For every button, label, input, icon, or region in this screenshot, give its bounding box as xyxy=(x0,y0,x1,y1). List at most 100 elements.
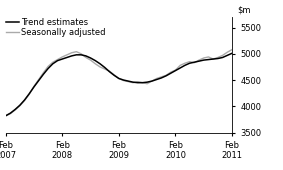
Legend: Trend estimates, Seasonally adjusted: Trend estimates, Seasonally adjusted xyxy=(7,18,106,37)
Seasonally adjusted xyxy=(179,64,182,66)
Line: Seasonally adjusted: Seasonally adjusted xyxy=(6,50,232,116)
Seasonally adjusted xyxy=(13,109,17,111)
Trend estimates xyxy=(56,60,59,62)
Seasonally adjusted xyxy=(27,93,31,95)
Trend estimates xyxy=(131,81,135,83)
Trend estimates xyxy=(155,79,158,81)
Line: Trend estimates: Trend estimates xyxy=(6,53,232,116)
Seasonally adjusted xyxy=(23,99,26,101)
Trend estimates xyxy=(89,57,92,59)
Trend estimates xyxy=(183,64,186,66)
Trend estimates xyxy=(84,55,87,57)
Seasonally adjusted xyxy=(188,61,191,63)
Seasonally adjusted xyxy=(18,105,22,107)
Seasonally adjusted xyxy=(145,83,149,85)
Trend estimates xyxy=(216,57,220,59)
Trend estimates xyxy=(202,59,205,61)
Trend estimates xyxy=(207,58,210,61)
Trend estimates xyxy=(164,75,168,77)
Trend estimates xyxy=(230,52,234,54)
Seasonally adjusted xyxy=(216,56,220,58)
Seasonally adjusted xyxy=(164,74,168,76)
Trend estimates xyxy=(23,99,26,101)
Trend estimates xyxy=(150,80,154,82)
Trend estimates xyxy=(75,54,78,56)
Trend estimates xyxy=(65,56,69,58)
Seasonally adjusted xyxy=(4,115,7,117)
Trend estimates xyxy=(9,112,12,114)
Seasonally adjusted xyxy=(122,80,125,82)
Seasonally adjusted xyxy=(9,113,12,115)
Trend estimates xyxy=(13,108,17,111)
Seasonally adjusted xyxy=(42,72,45,74)
Seasonally adjusted xyxy=(141,82,144,84)
Trend estimates xyxy=(211,58,215,60)
Seasonally adjusted xyxy=(89,59,92,61)
Trend estimates xyxy=(226,54,229,56)
Trend estimates xyxy=(145,81,149,83)
Trend estimates xyxy=(37,80,40,82)
Seasonally adjusted xyxy=(221,54,224,56)
Seasonally adjusted xyxy=(193,62,196,64)
Trend estimates xyxy=(193,61,196,63)
Seasonally adjusted xyxy=(226,51,229,53)
Trend estimates xyxy=(136,82,140,84)
Seasonally adjusted xyxy=(112,74,116,76)
Seasonally adjusted xyxy=(98,66,102,68)
Trend estimates xyxy=(174,70,177,72)
Seasonally adjusted xyxy=(103,68,106,70)
Seasonally adjusted xyxy=(94,63,97,65)
Trend estimates xyxy=(112,74,116,76)
Seasonally adjusted xyxy=(150,80,154,82)
Seasonally adjusted xyxy=(197,59,201,61)
Trend estimates xyxy=(98,63,102,65)
Seasonally adjusted xyxy=(84,56,87,58)
Seasonally adjusted xyxy=(136,81,140,83)
Trend estimates xyxy=(169,72,172,74)
Text: $m: $m xyxy=(238,5,251,14)
Trend estimates xyxy=(27,93,31,95)
Seasonally adjusted xyxy=(202,57,205,59)
Seasonally adjusted xyxy=(56,58,59,61)
Seasonally adjusted xyxy=(51,61,55,63)
Trend estimates xyxy=(221,56,224,58)
Trend estimates xyxy=(103,66,106,69)
Seasonally adjusted xyxy=(155,78,158,80)
Trend estimates xyxy=(127,80,130,82)
Trend estimates xyxy=(46,67,50,70)
Seasonally adjusted xyxy=(37,79,40,81)
Trend estimates xyxy=(94,60,97,62)
Seasonally adjusted xyxy=(127,81,130,83)
Seasonally adjusted xyxy=(61,56,64,58)
Seasonally adjusted xyxy=(230,49,234,51)
Trend estimates xyxy=(122,79,125,81)
Seasonally adjusted xyxy=(207,56,210,58)
Seasonally adjusted xyxy=(65,54,69,56)
Trend estimates xyxy=(18,104,22,106)
Trend estimates xyxy=(4,115,7,117)
Trend estimates xyxy=(61,58,64,60)
Seasonally adjusted xyxy=(211,58,215,60)
Seasonally adjusted xyxy=(32,85,36,87)
Seasonally adjusted xyxy=(75,51,78,53)
Trend estimates xyxy=(32,86,36,88)
Trend estimates xyxy=(108,71,111,73)
Seasonally adjusted xyxy=(80,53,83,55)
Trend estimates xyxy=(197,60,201,62)
Seasonally adjusted xyxy=(183,62,186,64)
Seasonally adjusted xyxy=(70,52,73,54)
Seasonally adjusted xyxy=(160,76,163,78)
Seasonally adjusted xyxy=(131,82,135,84)
Trend estimates xyxy=(117,78,121,80)
Seasonally adjusted xyxy=(108,70,111,72)
Trend estimates xyxy=(51,63,55,65)
Trend estimates xyxy=(42,73,45,75)
Trend estimates xyxy=(80,54,83,56)
Seasonally adjusted xyxy=(169,71,172,73)
Trend estimates xyxy=(160,77,163,79)
Trend estimates xyxy=(188,62,191,64)
Seasonally adjusted xyxy=(117,78,121,80)
Trend estimates xyxy=(179,67,182,69)
Seasonally adjusted xyxy=(174,69,177,71)
Trend estimates xyxy=(141,82,144,84)
